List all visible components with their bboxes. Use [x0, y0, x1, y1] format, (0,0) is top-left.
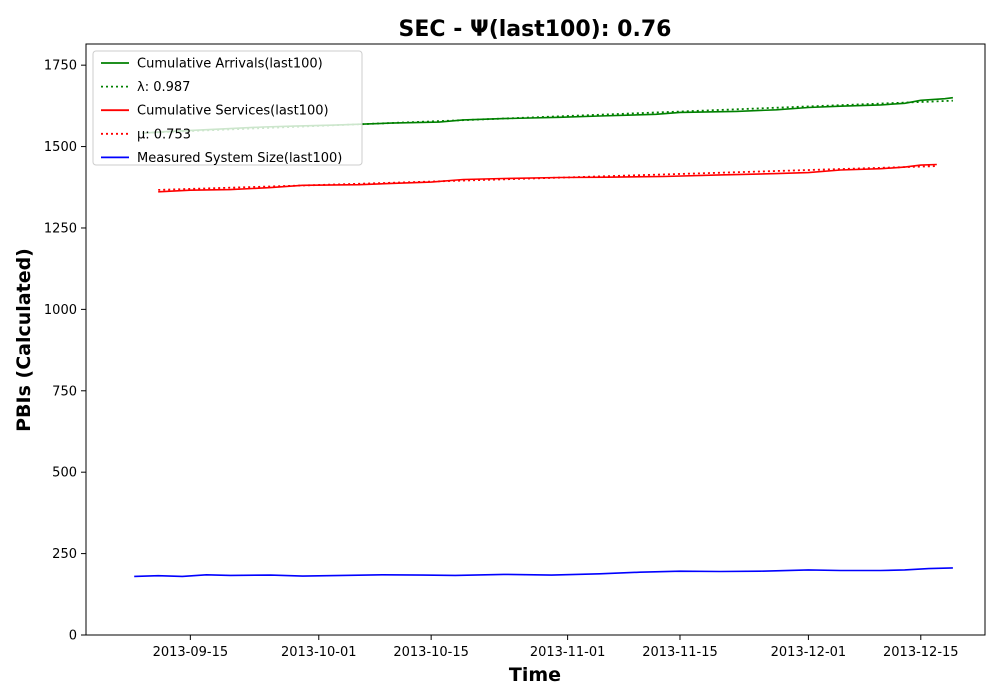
legend-label-system_size: Measured System Size(last100): [137, 151, 342, 166]
y-tick-label: 1250: [44, 221, 77, 236]
legend-label-services: Cumulative Services(last100): [137, 104, 329, 119]
x-tick-label: 2013-11-15: [642, 645, 718, 660]
legend-label-arrivals: Cumulative Arrivals(last100): [137, 57, 323, 72]
legend-box: [92, 50, 363, 166]
y-axis: 0 250 500 750 1000 1250 1500 1750: [44, 59, 86, 644]
x-tick-label: 2013-10-01: [281, 645, 357, 660]
chart-title: SEC - Ψ(last100): 0.76: [399, 17, 672, 42]
x-tick-label: 2013-10-15: [393, 645, 469, 660]
y-tick-label: 500: [52, 466, 77, 481]
y-tick-label: 0: [69, 629, 77, 644]
legend-label-mu: μ: 0.753: [137, 127, 191, 142]
x-tick-label: 2013-09-15: [153, 645, 229, 660]
y-tick-label: 250: [52, 547, 77, 562]
y-axis-title: PBIs (Calculated): [13, 248, 35, 432]
plot-frame: [85, 43, 986, 636]
x-tick-label: 2013-11-01: [530, 645, 606, 660]
x-axis-title: Time: [509, 664, 561, 686]
y-tick-label: 1750: [44, 59, 77, 74]
x-tick-label: 2013-12-15: [883, 645, 959, 660]
y-tick-label: 1000: [44, 303, 77, 318]
y-tick-label: 750: [52, 384, 77, 399]
series-line-services: [158, 163, 937, 193]
x-axis: 2013-09-15 2013-10-01 2013-10-15 2013-11-01…: [153, 635, 959, 660]
series-line-system_size: [134, 567, 953, 578]
legend: Cumulative Arrivals(last100) λ: 0.987 Cumu…: [92, 50, 363, 166]
legend-label-lambda: λ: 0.987: [137, 80, 190, 95]
y-tick-label: 1500: [44, 140, 77, 155]
x-tick-label: 2013-12-01: [771, 645, 847, 660]
series-layer: [134, 96, 953, 578]
